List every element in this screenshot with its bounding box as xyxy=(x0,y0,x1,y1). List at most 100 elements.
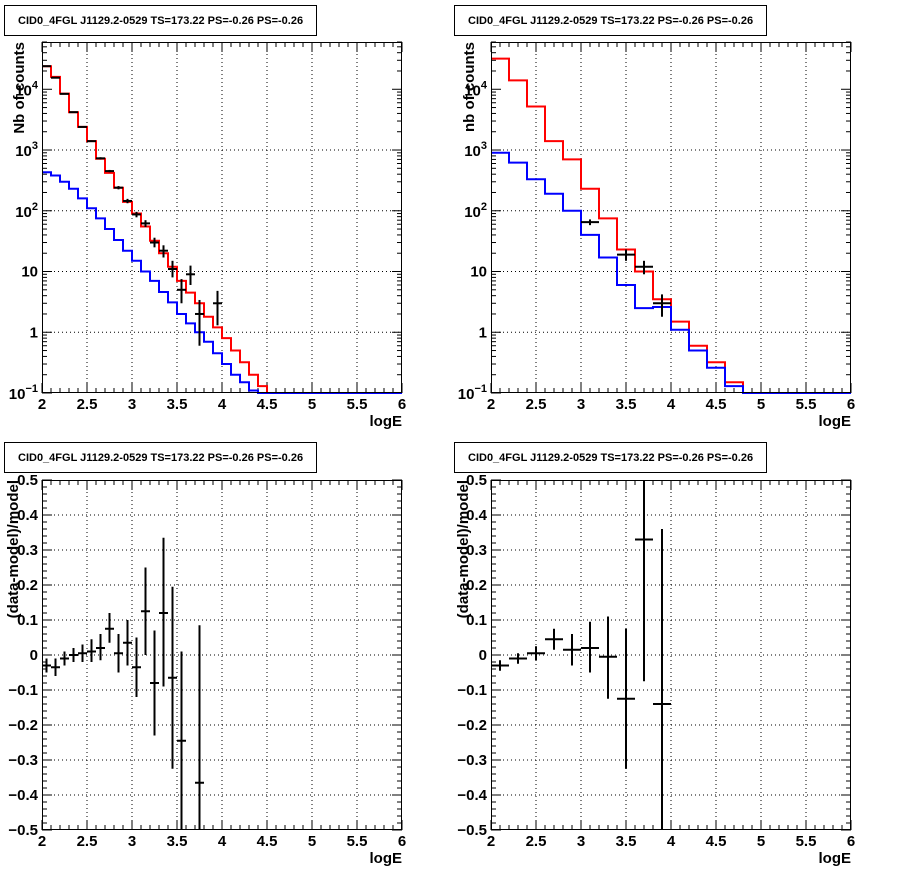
x-tick-label: 5.5 xyxy=(347,833,368,850)
series-red-histogram xyxy=(42,65,402,394)
y-tick-label: −0.4 xyxy=(457,787,487,804)
x-axis-label: logE xyxy=(819,850,852,867)
plot-frame xyxy=(42,480,402,830)
y-tick-label: −0.1 xyxy=(457,682,487,699)
y-tick-label: 0.1 xyxy=(466,612,487,629)
data-point xyxy=(213,290,222,326)
y-tick-label: 1 xyxy=(479,324,487,341)
y-axis-label: nb of counts xyxy=(461,42,478,132)
data-point xyxy=(563,634,581,666)
y-tick-label: 103 xyxy=(464,140,487,160)
y-tick-label: 102 xyxy=(15,201,38,221)
x-tick-label: 5.5 xyxy=(796,396,817,413)
y-tick-label: 102 xyxy=(464,201,487,221)
data-point xyxy=(60,651,69,666)
y-tick-label: 0.4 xyxy=(466,507,488,524)
data-point xyxy=(635,260,653,275)
y-tick-label: 0.2 xyxy=(17,577,38,594)
chart-title: CID0_4FGL J1129.2-0529 TS=173.22 PS=-0.2… xyxy=(468,452,753,464)
plot-frame xyxy=(491,42,851,393)
x-tick-label: 2.5 xyxy=(526,833,547,850)
x-tick-label: 4 xyxy=(667,833,676,850)
data-point xyxy=(195,299,204,346)
data-point xyxy=(51,76,60,79)
y-tick-base: 10 xyxy=(458,386,475,403)
data-point xyxy=(581,621,599,673)
chart-title: CID0_4FGL J1129.2-0529 TS=173.22 PS=-0.2… xyxy=(468,15,753,27)
data-point xyxy=(491,660,509,671)
data-point xyxy=(96,634,105,661)
chart-title: CID0_4FGL J1129.2-0529 TS=173.22 PS=-0.2… xyxy=(18,452,303,464)
x-tick-label: 2.5 xyxy=(77,396,98,413)
y-tick-label: −0.2 xyxy=(457,717,487,734)
data-point xyxy=(105,613,114,643)
x-tick-label: 2.5 xyxy=(77,833,98,850)
x-tick-label: 6 xyxy=(398,833,406,850)
x-tick-label: 4.5 xyxy=(257,396,278,413)
data-point xyxy=(51,658,60,676)
y-tick-base: 10 xyxy=(464,143,481,160)
x-tick-label: 3.5 xyxy=(167,833,188,850)
data-point xyxy=(123,198,132,204)
y-axis-label: (data-model)/model xyxy=(455,480,472,618)
plot-frame xyxy=(491,480,851,830)
data-point xyxy=(509,653,527,664)
x-tick-label: 2.5 xyxy=(526,396,547,413)
x-tick-label: 6 xyxy=(847,833,855,850)
y-tick-label: −0.2 xyxy=(8,717,38,734)
x-axis-label: logE xyxy=(819,413,852,430)
x-tick-label: 2 xyxy=(487,396,495,413)
y-tick-label: 0 xyxy=(30,647,38,664)
chart-title-box xyxy=(454,5,767,36)
y-tick-label: −0.3 xyxy=(8,752,38,769)
y-axis-label: (data-model)/model xyxy=(5,480,22,618)
x-tick-label: 4.5 xyxy=(706,396,727,413)
y-tick-label: 0.3 xyxy=(466,542,487,559)
data-point xyxy=(599,616,617,699)
data-point xyxy=(132,637,141,697)
data-point xyxy=(653,529,671,830)
x-tick-label: 4 xyxy=(667,396,676,413)
y-tick-label: 10−1 xyxy=(458,383,487,403)
data-point xyxy=(617,249,635,261)
data-point xyxy=(78,644,87,662)
y-tick-label: −0.4 xyxy=(8,787,38,804)
y-tick-label: 10 xyxy=(470,264,487,281)
data-point xyxy=(42,65,51,68)
x-tick-label: 3 xyxy=(128,833,136,850)
x-tick-label: 5 xyxy=(308,833,316,850)
data-point xyxy=(581,219,599,226)
y-tick-label: 1 xyxy=(30,324,38,341)
x-tick-label: 4.5 xyxy=(257,833,278,850)
y-tick-label: 0.2 xyxy=(466,577,487,594)
y-tick-exponent: −1 xyxy=(474,383,487,395)
x-tick-label: 5 xyxy=(308,396,316,413)
y-tick-label: 0.3 xyxy=(17,542,38,559)
y-tick-exponent: 3 xyxy=(481,140,487,152)
data-point xyxy=(186,265,195,285)
data-point xyxy=(177,279,186,304)
x-tick-label: 5 xyxy=(757,833,765,850)
y-tick-base: 10 xyxy=(15,143,32,160)
y-tick-base: 10 xyxy=(464,82,481,99)
x-tick-label: 6 xyxy=(398,396,406,413)
x-tick-label: 3 xyxy=(128,396,136,413)
x-tick-label: 4.5 xyxy=(706,833,727,850)
data-point xyxy=(653,294,671,317)
y-tick-exponent: −1 xyxy=(25,383,38,395)
data-point xyxy=(96,157,105,160)
x-tick-label: 3.5 xyxy=(616,396,637,413)
x-tick-label: 5.5 xyxy=(796,833,817,850)
x-tick-label: 3 xyxy=(577,833,585,850)
x-tick-label: 2 xyxy=(487,833,495,850)
y-tick-exponent: 2 xyxy=(481,201,487,213)
y-tick-label: 0.1 xyxy=(17,612,38,629)
data-point xyxy=(69,648,78,662)
chart-title: CID0_4FGL J1129.2-0529 TS=173.22 PS=-0.2… xyxy=(18,15,303,27)
x-axis-label: logE xyxy=(370,413,403,430)
data-point xyxy=(159,245,168,258)
data-point xyxy=(159,537,168,687)
x-tick-label: 6 xyxy=(847,396,855,413)
data-point xyxy=(69,111,78,114)
